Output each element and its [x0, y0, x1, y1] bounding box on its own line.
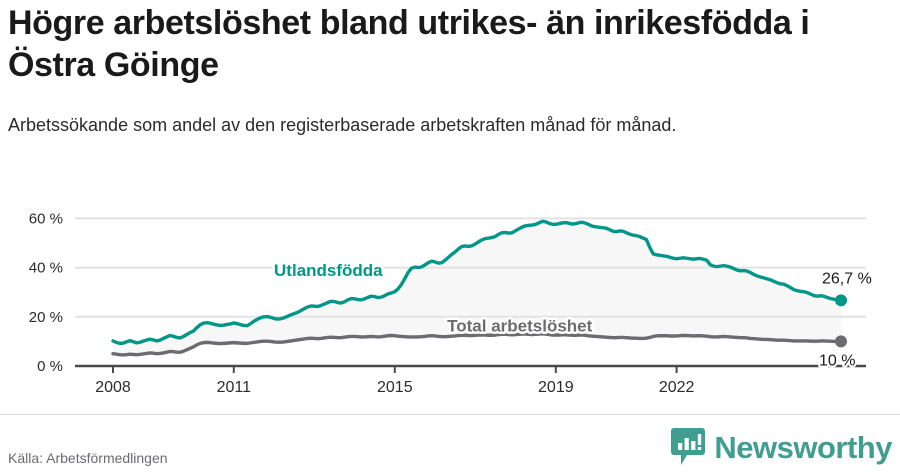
footer-divider	[0, 414, 900, 415]
x-axis-tick-label: 2011	[217, 379, 252, 396]
line-chart: 0 % 20 % 40 % 60 % 2008 2011 2015 2019 2022 Utl…	[29, 210, 874, 396]
series-inline-label: Utlandsfödda	[274, 261, 383, 280]
total-end-value-label: 10 %	[819, 352, 855, 369]
page-subtitle: Arbetssökande som andel av den registerb…	[8, 115, 677, 135]
chart-container: 0 % 20 % 40 % 60 % 2008 2011 2015 2019 2022 Utl…	[0, 190, 900, 405]
x-axis-tick-label: 2022	[659, 379, 695, 396]
y-axis-tick-label: 60 %	[29, 210, 63, 227]
page-title: Högre arbetslöshet bland utrikes- än inr…	[8, 4, 810, 84]
y-axis-tick-label: 0 %	[37, 358, 63, 375]
x-axis-tick-label: 2008	[95, 379, 131, 396]
series-line	[111, 332, 843, 357]
foreign-born-end-value-label: 26,7 %	[822, 270, 872, 287]
series-lines	[111, 219, 847, 357]
series-inline-label: Total arbetslöshet	[447, 317, 592, 336]
series-endpoint-marker	[835, 294, 847, 307]
bar-chart-speech-bubble-icon	[671, 428, 706, 465]
series-annotations: Utlandsfödda Total arbetslöshet 26,7 % 10 %	[272, 259, 874, 372]
series-endpoint-marker	[835, 335, 847, 348]
x-axis-tick-label: 2019	[538, 379, 574, 396]
between-series-band	[113, 221, 841, 355]
y-axis-ticks: 0 % 20 % 40 % 60 %	[29, 210, 63, 375]
series-line	[111, 219, 843, 346]
y-axis-tick-label: 20 %	[29, 309, 63, 326]
x-axis-ticks: 2008 2011 2015 2019 2022	[95, 366, 695, 396]
newsworthy-brand[interactable]: Newsworthy	[671, 428, 892, 466]
x-axis-tick-label: 2015	[377, 379, 413, 396]
source-note: Källa: Arbetsförmedlingen	[8, 450, 168, 466]
y-axis-tick-label: 40 %	[29, 260, 63, 277]
series-gap-band	[113, 221, 841, 355]
brand-wordmark: Newsworthy	[714, 429, 892, 465]
